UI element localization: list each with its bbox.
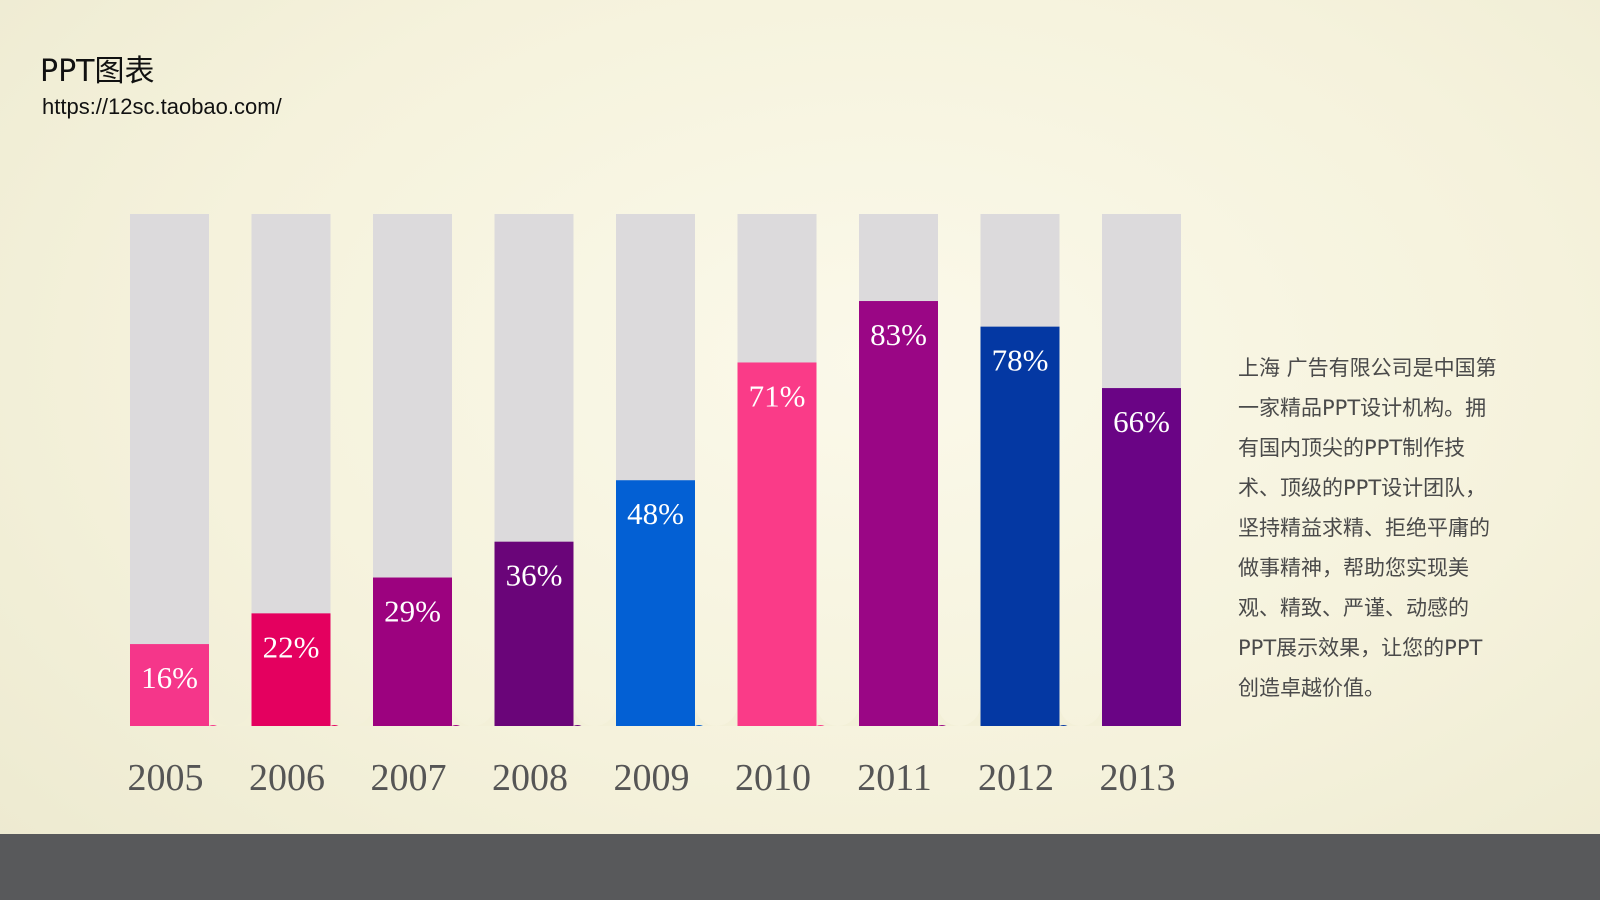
bar-foot (816, 725, 825, 726)
x-tick-label: 2009 (614, 757, 690, 799)
bar (980, 326, 1060, 726)
bar-group-2011: 83% 2011 (857, 214, 981, 799)
bar-value-label: 22% (263, 629, 320, 664)
bar-value-label: 78% (992, 343, 1049, 378)
bar-gap (695, 704, 738, 726)
bar-foot (1059, 725, 1068, 726)
x-tick-label: 2005 (128, 757, 204, 799)
bar-gap (938, 704, 981, 726)
bar (494, 541, 574, 726)
bar (251, 613, 331, 726)
bar (737, 362, 817, 726)
x-tick-label: 2011 (857, 757, 932, 799)
company-description: 上海 广告有限公司是中国第一家精品PPT设计机构。拥有国内顶尖的PPT制作技术、… (1238, 356, 1497, 700)
source-url: https://12sc.taobao.com/ (42, 94, 282, 119)
bar-gap (1059, 704, 1102, 726)
bar-gap (573, 704, 616, 726)
bar-group-2009: 48% 2009 (614, 214, 738, 799)
x-tick-label: 2013 (1100, 757, 1176, 799)
x-tick-label: 2008 (492, 757, 568, 799)
bar (1102, 388, 1181, 726)
bar-value-label: 83% (870, 317, 927, 352)
x-tick-label: 2007 (371, 757, 447, 799)
x-tick-label: 2012 (978, 757, 1054, 799)
bar-foot (938, 725, 946, 726)
bar-group-2008: 36% 2008 (492, 214, 616, 799)
bar-gap (330, 704, 373, 726)
bar (859, 301, 938, 726)
x-tick-label: 2006 (249, 757, 325, 799)
bar-value-label: 29% (384, 594, 441, 629)
bar-group-2005: 16% 2005 (128, 214, 252, 799)
bar-value-label: 48% (627, 496, 684, 531)
bar-group-2006: 22% 2006 (249, 214, 373, 799)
bar-gap (816, 704, 859, 726)
bar-chart: 16% 2005 22% 2006 29% 2007 36% 2008 48% 2009 71% 20… (128, 214, 1181, 799)
footer-bar (0, 834, 1600, 900)
bar (616, 480, 695, 726)
bar-gap (452, 704, 495, 726)
bar-foot (452, 725, 460, 726)
bar-group-2012: 78% 2012 (978, 214, 1102, 799)
bar-track (130, 214, 209, 726)
bar-gap (209, 704, 252, 726)
bar-value-label: 71% (749, 378, 806, 413)
bar-foot (209, 725, 217, 726)
bar-foot (573, 725, 582, 726)
bar-group-2013: 66% 2013 (1100, 214, 1181, 799)
bar-foot (695, 725, 703, 726)
bar-foot (330, 725, 339, 726)
x-tick-label: 2010 (735, 757, 811, 799)
bar (130, 644, 209, 726)
bar-group-2010: 71% 2010 (735, 214, 859, 799)
page-title: PPT图表 (40, 54, 155, 89)
bar-value-label: 36% (506, 558, 563, 593)
bar-value-label: 16% (141, 660, 198, 695)
bar-group-2007: 29% 2007 (371, 214, 495, 799)
bar (373, 577, 452, 726)
bar-value-label: 66% (1113, 404, 1170, 439)
